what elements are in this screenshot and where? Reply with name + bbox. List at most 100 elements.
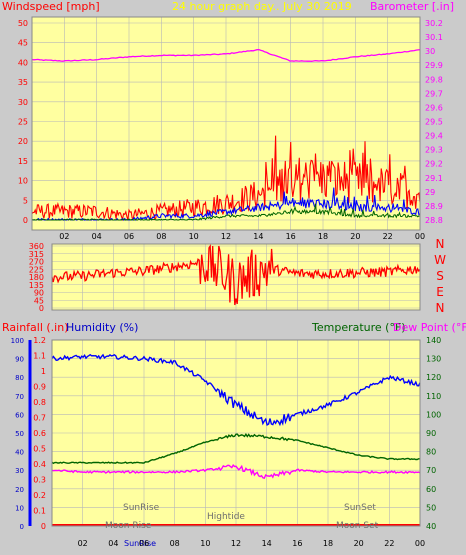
wind-panel-border <box>31 16 421 231</box>
barometer-tick-label: 29.7 <box>425 89 443 98</box>
temperature-tick-label: 50 <box>426 503 436 512</box>
rain-tick-label: 0.1 <box>33 507 46 516</box>
barometer-tick-label: 28.8 <box>425 216 443 225</box>
time-tick-label: 20 <box>354 539 364 548</box>
time-tick-label: 10 <box>189 232 199 241</box>
temperature-tick-label: 40 <box>426 522 436 531</box>
barometer-tick-label: 30.1 <box>425 33 443 42</box>
barometer-tick-label: 28.9 <box>425 202 443 211</box>
compass-letter: W <box>434 253 446 267</box>
compass-letter: E <box>436 285 444 299</box>
climate-panel-series <box>51 353 421 526</box>
humidity-tick-label: 100 <box>11 337 24 345</box>
barometer-tick-label: 29.5 <box>425 118 443 127</box>
direction-tick-label: 0 <box>39 304 44 313</box>
sunrise-label: SunRise <box>123 503 160 513</box>
time-tick-label: 14 <box>253 232 263 241</box>
barometer-tick-label: 29.3 <box>425 146 443 155</box>
temperature-line <box>51 433 420 465</box>
time-tick-label: 22 <box>383 232 393 241</box>
time-tick-label: 14 <box>262 539 272 548</box>
compass-letter: N <box>436 237 445 251</box>
wind-tick-label: 45 <box>18 39 28 48</box>
humidity-line <box>51 353 421 427</box>
time-tick-label: 22 <box>384 539 394 548</box>
rain-tick-label: 0.9 <box>33 383 46 392</box>
wind-tick-label: 25 <box>18 118 28 127</box>
graph-title: 24 hour graph day.. July 30 2019 <box>172 0 352 13</box>
time-tick-label: 08 <box>170 539 180 548</box>
temperature-tick-label: 140 <box>426 336 441 345</box>
wind-panel-grid <box>32 17 421 230</box>
barometer-tick-label: 29.4 <box>425 132 443 141</box>
humidity-tick-label: 50 <box>15 430 24 438</box>
wind-tick-label: 15 <box>18 157 28 166</box>
rain-tick-label: 1.2 <box>33 336 46 345</box>
direction-tick-label: 180 <box>29 273 44 282</box>
temperature-tick-label: 60 <box>426 485 436 494</box>
wind-tick-label: 30 <box>18 98 28 107</box>
temperature-tick-label: 80 <box>426 448 436 457</box>
direction-tick-label: 315 <box>29 250 44 259</box>
temperature-tick-label: 110 <box>426 392 441 401</box>
time-tick-label: 06 <box>139 539 149 548</box>
wind-tick-label: 40 <box>18 58 28 67</box>
time-tick-label: 16 <box>292 539 302 548</box>
temperature-tick-label: 120 <box>426 373 441 382</box>
moonset-label: Moon Set <box>336 521 379 531</box>
sunset-label: SunSet <box>344 503 376 513</box>
time-tick-label: 12 <box>221 232 231 241</box>
time-tick-label: 00 <box>415 539 425 548</box>
time-tick-label: 10 <box>200 539 210 548</box>
humidity-tick-label: 80 <box>15 374 24 382</box>
rain-tick-label: 1.1 <box>33 352 46 361</box>
wind-tick-label: 35 <box>18 78 28 87</box>
sunrise-bottom-label: SunRise <box>124 539 156 548</box>
direction-panel-border <box>51 243 421 311</box>
time-tick-label: 18 <box>318 232 328 241</box>
humidity-tick-label: 0 <box>20 523 24 531</box>
time-tick-label: 00 <box>415 232 425 241</box>
rain-tick-label: 0.5 <box>33 445 46 454</box>
temperature-tick-label: 70 <box>426 466 436 475</box>
humidity-tick-label: 40 <box>15 449 24 457</box>
time-tick-label: 08 <box>156 232 166 241</box>
dewpoint-line <box>51 463 421 480</box>
direction-tick-label: 135 <box>29 281 44 290</box>
hightide-label: Hightide <box>207 512 245 522</box>
humidity-tick-label: 90 <box>15 356 24 364</box>
rain-tick-label: 0 <box>41 522 46 531</box>
time-tick-label: 16 <box>286 232 296 241</box>
rain-tick-label: 0.7 <box>33 414 46 423</box>
humidity-tick-label: 20 <box>15 486 24 494</box>
barometer-line <box>31 49 421 62</box>
humidity-tick-label: 70 <box>15 393 24 401</box>
wind-tick-label: 10 <box>18 177 28 186</box>
low-wind-line <box>31 203 421 221</box>
rain-tick-label: 0.8 <box>33 398 46 407</box>
direction-tick-label: 270 <box>29 258 44 267</box>
axis-tick-labels: 5045403530252015105030.230.13029.929.829… <box>11 19 443 548</box>
barometer-tick-label: 30.2 <box>425 19 443 28</box>
barometer-axis-label: Barometer [.in] <box>370 0 454 13</box>
wind-tick-label: 0 <box>23 216 28 225</box>
gust-line <box>31 135 421 222</box>
rain-tick-label: 0.3 <box>33 476 46 485</box>
barometer-tick-label: 30 <box>425 47 435 56</box>
barometer-tick-label: 29.9 <box>425 61 443 70</box>
climate-panel-border <box>51 339 421 527</box>
temperature-tick-label: 100 <box>426 410 441 419</box>
dewpoint-axis-label: Dew Point (°F) <box>393 321 466 334</box>
temperature-tick-label: 130 <box>426 355 441 364</box>
humidity-axis-label: Humidity (%) <box>66 321 138 334</box>
direction-tick-label: 360 <box>29 242 44 251</box>
time-tick-label: 02 <box>59 232 69 241</box>
temperature-tick-label: 90 <box>426 429 436 438</box>
barometer-tick-label: 29.2 <box>425 160 443 169</box>
barometer-tick-label: 29.8 <box>425 75 443 84</box>
moonrise-label: Moon Rise <box>105 521 152 531</box>
rain-tick-label: 0.6 <box>33 429 46 438</box>
wind-tick-label: 5 <box>23 196 28 205</box>
